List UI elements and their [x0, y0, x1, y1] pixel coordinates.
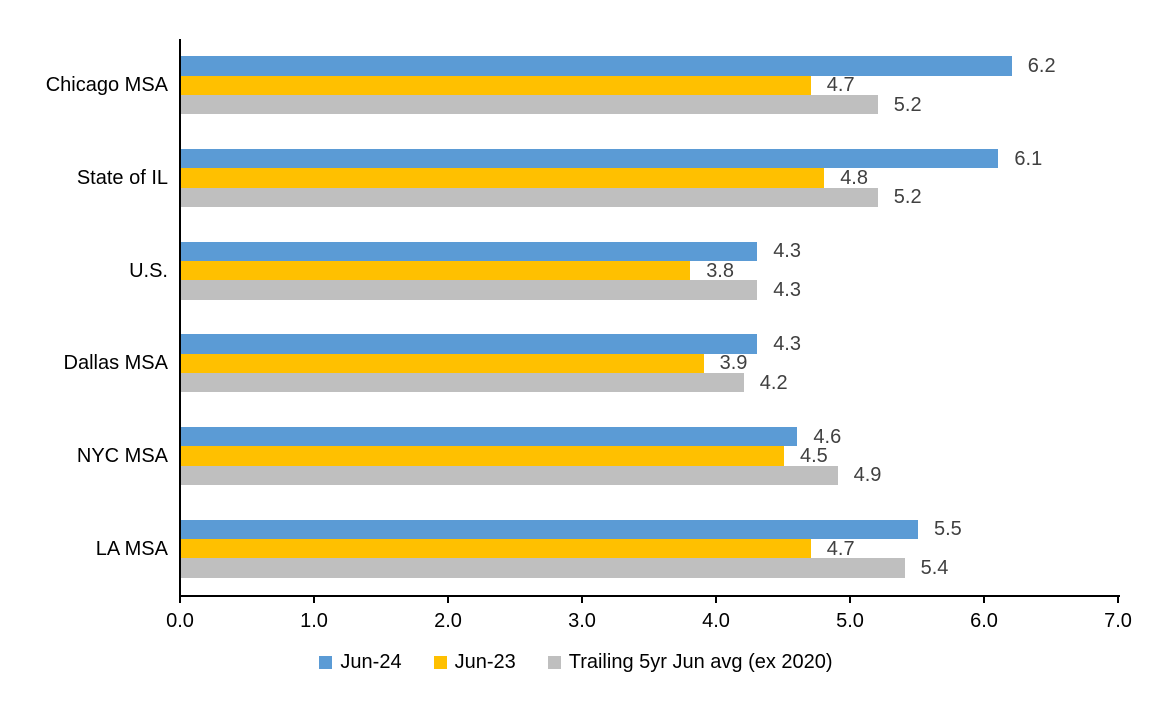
bar-jun-24-state-of-il: [181, 149, 999, 169]
x-tick-label-4-0: 4.0: [702, 610, 730, 632]
value-label-jun-23-state-of-il: 4.8: [840, 167, 868, 189]
value-label-trailing-5yr-jun-avg-ex-2020-nyc-msa: 4.9: [853, 464, 882, 487]
value-label-jun-24-la-msa: 5.5: [934, 518, 962, 541]
value-label-trailing-5yr-jun-avg-ex-2020-u-s: 4.3: [773, 278, 801, 301]
x-tick-label-5-0: 5.0: [836, 610, 864, 632]
category-label-nyc-msa: NYC MSA: [76, 445, 168, 467]
bar-jun-23-dallas-msa: [181, 353, 704, 373]
legend-item-jun-23: Jun-23: [433, 650, 516, 674]
value-label-trailing-5yr-jun-avg-ex-2020-state-of-il: 5.2: [893, 186, 922, 209]
bar-trailing-5yr-jun-avg-ex-2020-chicago-msa: [181, 94, 878, 115]
legend: Jun-24 Jun-23 Trailing 5yr Jun avg (ex 202…: [0, 650, 1152, 674]
category-label-chicago-msa: Chicago MSA: [45, 74, 168, 97]
x-tick-mark-3-0: [581, 595, 583, 603]
bar-trailing-5yr-jun-avg-ex-2020-state-of-il: [181, 187, 878, 207]
bar-jun-24-chicago-msa: [181, 56, 1012, 76]
bar-jun-24-nyc-msa: [181, 427, 798, 447]
bar-jun-24-la-msa: [181, 519, 918, 539]
x-tick-label-3-0: 3.0: [568, 610, 596, 632]
legend-label-trailing-5yr-jun-avg-ex-2020: Trailing 5yr Jun avg (ex 2020): [568, 651, 833, 673]
x-tick-mark-2-0: [447, 595, 449, 603]
x-axis-line: [179, 595, 1120, 597]
x-tick-mark-7-0: [1117, 595, 1119, 603]
value-label-jun-23-la-msa: 4.7: [826, 537, 855, 560]
value-label-jun-24-nyc-msa: 4.6: [813, 425, 842, 448]
value-label-jun-23-u-s: 3.8: [706, 259, 734, 282]
bar-trailing-5yr-jun-avg-ex-2020-dallas-msa: [181, 372, 744, 393]
x-tick-label-6-0: 6.0: [970, 610, 998, 632]
x-tick-mark-5-0: [849, 595, 851, 603]
category-label-dallas-msa: Dallas MSA: [63, 352, 168, 375]
value-label-jun-23-dallas-msa: 3.9: [719, 352, 748, 375]
category-label-la-msa: LA MSA: [95, 537, 168, 560]
legend-label-jun-23: Jun-23: [454, 651, 516, 673]
value-label-jun-24-dallas-msa: 4.3: [773, 333, 801, 356]
bar-trailing-5yr-jun-avg-ex-2020-u-s: [181, 280, 758, 300]
x-tick-label-7-0: 7.0: [1104, 610, 1132, 632]
legend-swatch-jun-24: [319, 655, 333, 669]
bar-trailing-5yr-jun-avg-ex-2020-la-msa: [181, 558, 905, 578]
category-label-state-of-il: State of IL: [76, 167, 168, 189]
x-tick-mark-1-0: [313, 595, 315, 603]
bar-trailing-5yr-jun-avg-ex-2020-nyc-msa: [181, 465, 838, 485]
legend-item-trailing-5yr-jun-avg-ex-2020: Trailing 5yr Jun avg (ex 2020): [547, 650, 833, 674]
y-axis-line: [179, 39, 181, 602]
bar-jun-23-state-of-il: [181, 168, 825, 188]
value-label-trailing-5yr-jun-avg-ex-2020-chicago-msa: 5.2: [893, 93, 922, 116]
category-label-u-s: U.S.: [129, 259, 168, 282]
x-tick-mark-4-0: [715, 595, 717, 603]
x-tick-label-0-0: 0.0: [166, 610, 194, 632]
legend-label-jun-24: Jun-24: [340, 651, 402, 673]
bar-jun-23-u-s: [181, 261, 691, 281]
bar-jun-23-chicago-msa: [181, 75, 811, 95]
legend-swatch-jun-23: [433, 655, 447, 669]
legend-item-jun-24: Jun-24: [319, 650, 402, 674]
x-tick-mark-0-0: [179, 595, 181, 603]
value-label-jun-23-chicago-msa: 4.7: [826, 74, 855, 97]
legend-swatch-trailing-5yr-jun-avg-ex-2020: [547, 655, 561, 669]
bar-jun-23-la-msa: [181, 539, 811, 559]
value-label-jun-24-state-of-il: 6.1: [1014, 147, 1043, 170]
bar-jun-24-dallas-msa: [181, 334, 758, 354]
bar-jun-23-nyc-msa: [181, 446, 784, 466]
value-label-trailing-5yr-jun-avg-ex-2020-dallas-msa: 4.2: [759, 371, 788, 394]
x-tick-label-2-0: 2.0: [434, 610, 462, 632]
x-tick-label-1-0: 1.0: [300, 610, 328, 632]
value-label-jun-24-u-s: 4.3: [773, 240, 801, 263]
value-label-trailing-5yr-jun-avg-ex-2020-la-msa: 5.4: [920, 556, 949, 579]
value-label-jun-24-chicago-msa: 6.2: [1027, 55, 1056, 78]
bar-jun-24-u-s: [181, 241, 758, 261]
x-tick-mark-6-0: [983, 595, 985, 603]
value-label-jun-23-nyc-msa: 4.5: [800, 445, 828, 467]
